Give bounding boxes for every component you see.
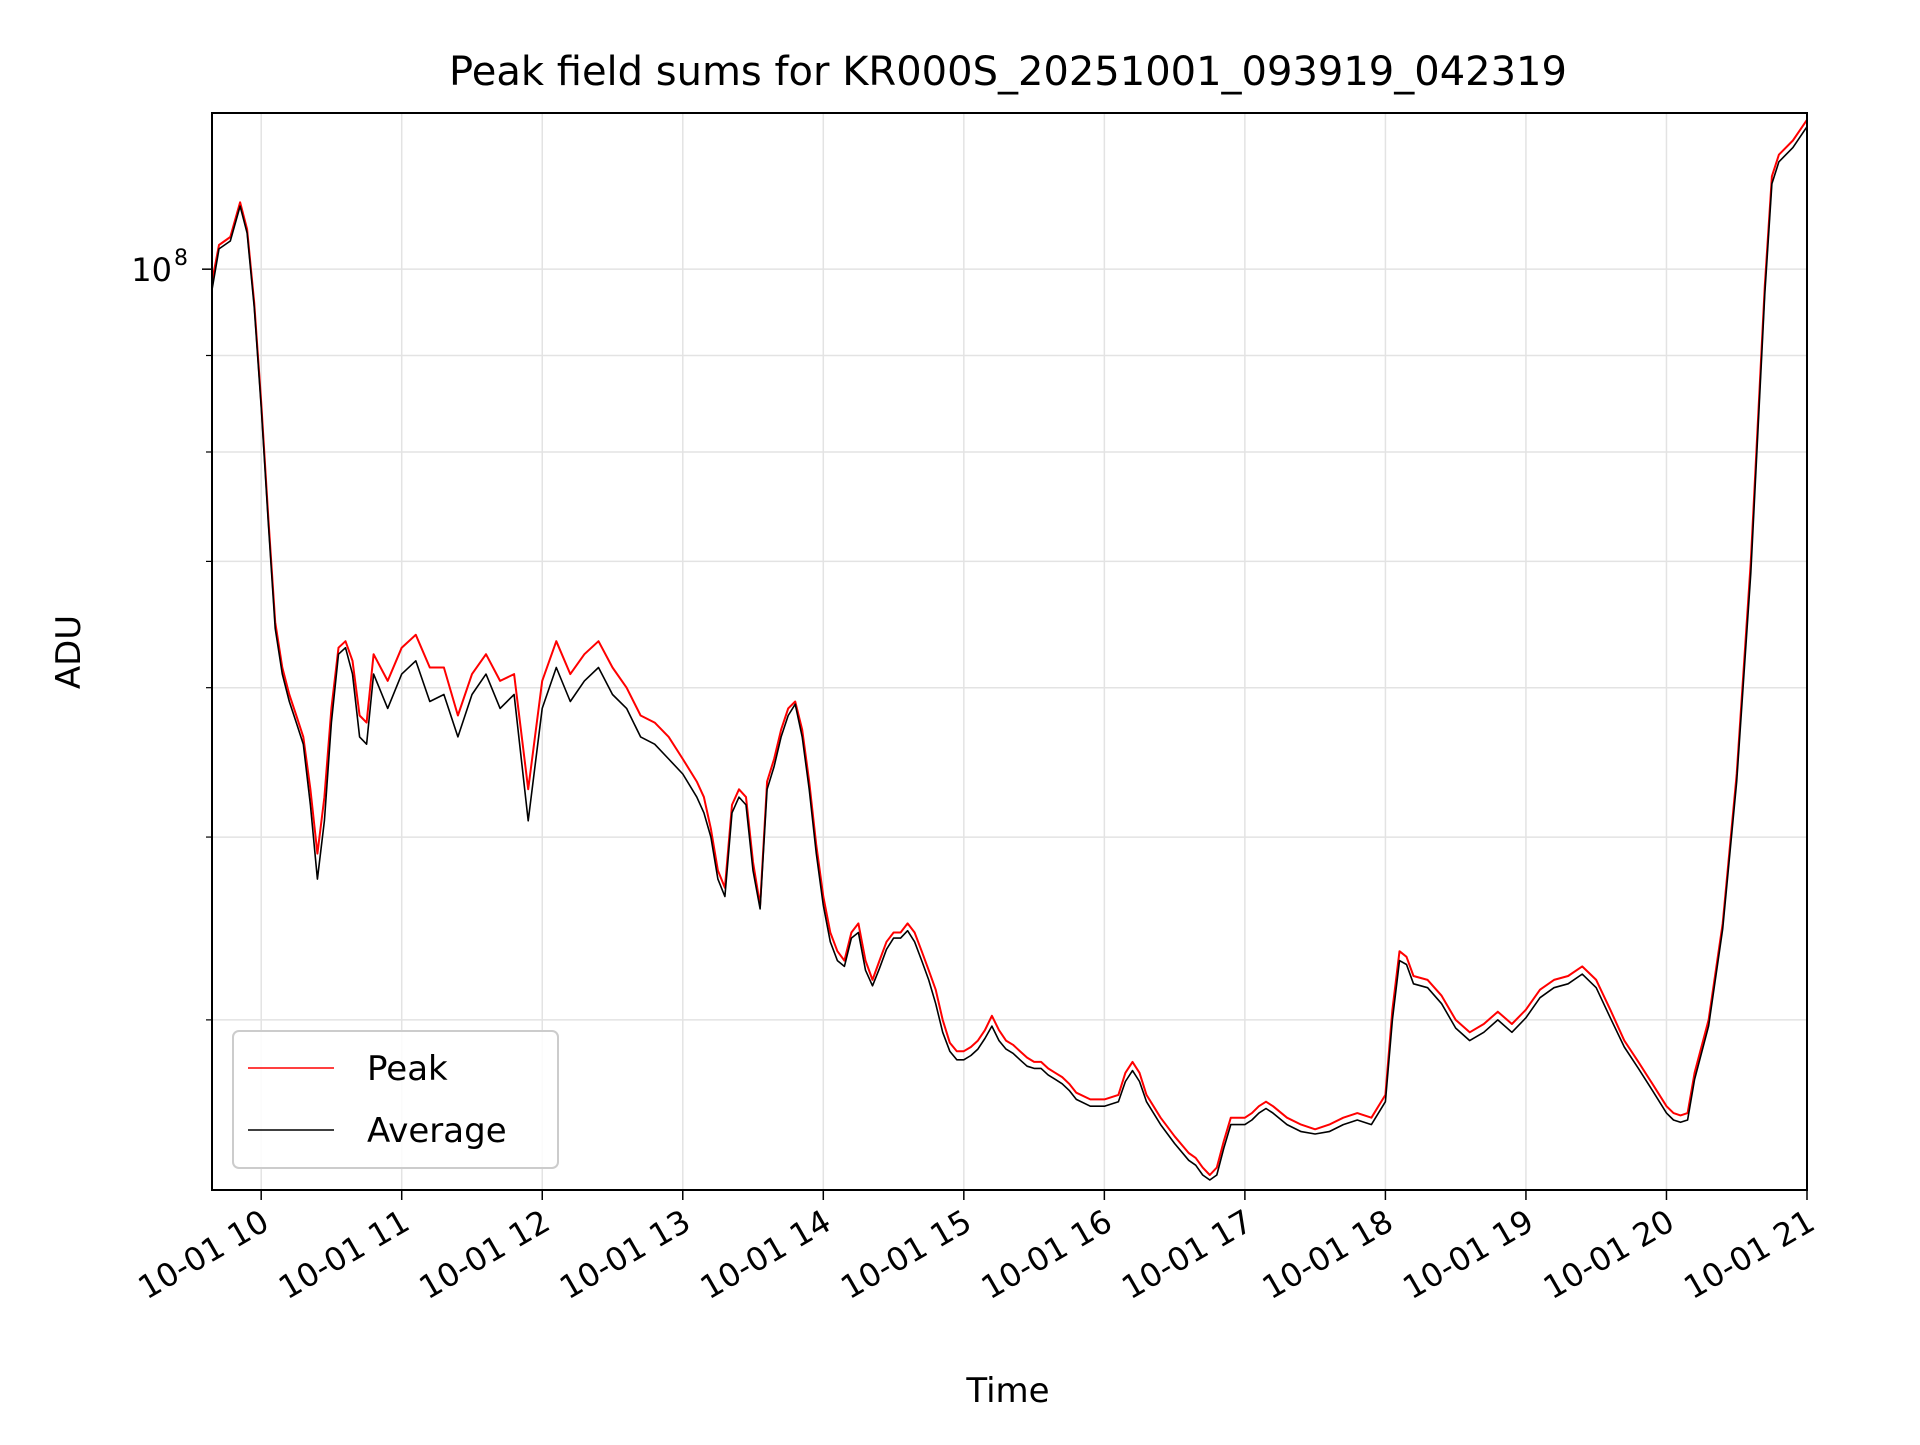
plot-frame (211, 112, 1808, 1191)
x-axis-label: Time (965, 1371, 1049, 1411)
legend-box (232, 1030, 559, 1169)
legend-label-average: Average (367, 1111, 507, 1151)
legend: Peak Average (232, 1030, 559, 1169)
y-axis-label: ADU (49, 615, 89, 689)
legend-label-peak: Peak (367, 1049, 448, 1089)
y-tick-label: 10 (131, 251, 172, 289)
y-tick-label-exponent: 8 (174, 246, 188, 271)
grid (212, 113, 1808, 1190)
series-layer (212, 119, 1807, 1181)
series-line-peak (212, 119, 1807, 1176)
series-line-average (212, 126, 1807, 1181)
y-axis: 10 8 (131, 246, 212, 1021)
chart-title: Peak field sums for KR000S_20251001_0939… (449, 49, 1567, 95)
